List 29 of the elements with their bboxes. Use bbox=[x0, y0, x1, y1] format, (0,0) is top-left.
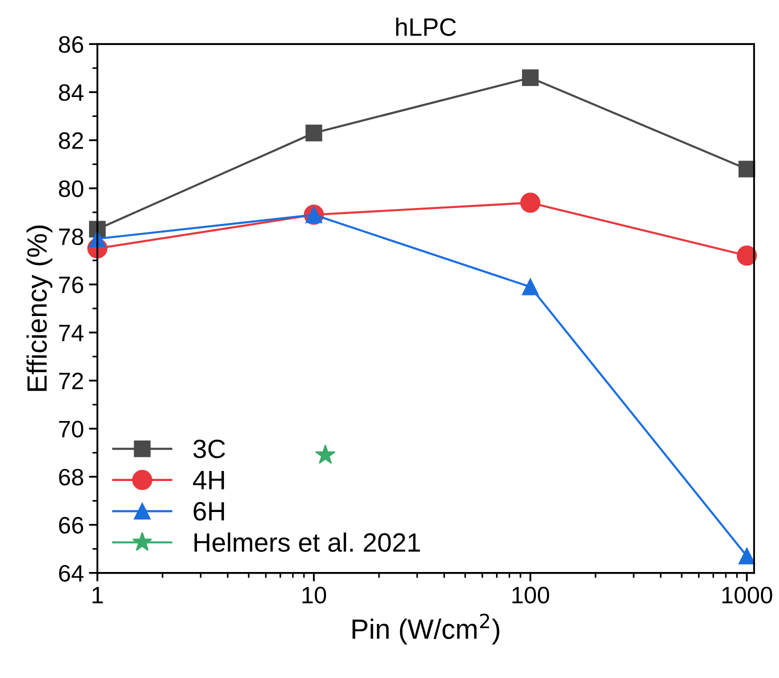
legend-label: Helmers et al. 2021 bbox=[194, 532, 420, 552]
y-tick-label: 66 bbox=[59, 516, 84, 534]
point bbox=[736, 246, 757, 266]
y-tick-label: 70 bbox=[59, 420, 84, 438]
x-tick-label: 1 bbox=[92, 586, 103, 604]
y-tick-label: 80 bbox=[58, 180, 84, 198]
y-tick-label: 64 bbox=[59, 564, 84, 582]
point bbox=[738, 548, 756, 564]
x-axis-title: Pin (W/cm$^{2}$) bbox=[352, 614, 500, 644]
x-tick-label: 1000 bbox=[722, 586, 772, 604]
y-axis-title: Efficiency (%) bbox=[26, 226, 52, 391]
x-tick-label: 10 bbox=[302, 586, 326, 604]
x-tick-label: 100 bbox=[512, 586, 550, 604]
y-tick-label: 82 bbox=[58, 132, 83, 150]
y-tick-label: 84 bbox=[58, 84, 84, 101]
point bbox=[520, 192, 540, 213]
legend-label: 4H bbox=[192, 471, 224, 490]
point bbox=[522, 69, 539, 86]
legend-label: 6H bbox=[194, 502, 224, 521]
legend-label: 3C bbox=[193, 440, 226, 458]
y-tick-label: 78 bbox=[59, 228, 84, 246]
y-tick-label: 68 bbox=[59, 468, 84, 486]
y-tick-label: 86 bbox=[58, 36, 84, 53]
chart-title: hLPC bbox=[396, 18, 456, 36]
y-tick-label: 74 bbox=[59, 324, 84, 342]
point bbox=[522, 278, 539, 296]
y-tick-label: 72 bbox=[59, 372, 83, 390]
point bbox=[306, 124, 322, 142]
y-tick-label: 76 bbox=[59, 276, 84, 294]
